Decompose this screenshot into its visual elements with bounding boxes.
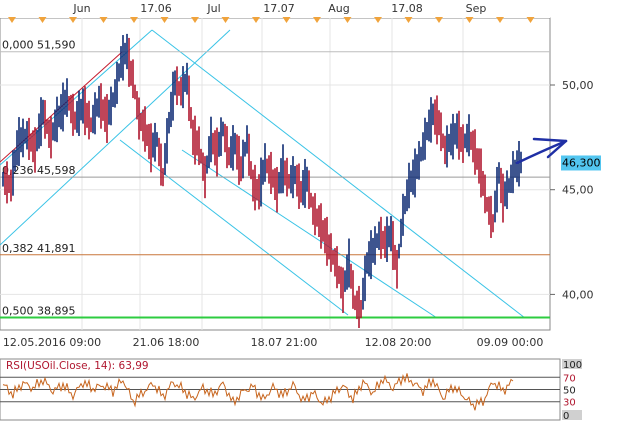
top-axis-label: Jul — [206, 2, 220, 15]
price-axis: 50,00 45,00 40,00 — [550, 79, 594, 301]
period-marker-triangle — [191, 17, 199, 23]
rsi-axis-label: 0 — [563, 411, 569, 422]
fibonacci-level-label: 0,500 38,895 — [2, 305, 75, 318]
period-marker-triangle — [465, 17, 474, 23]
period-marker-triangle — [282, 17, 291, 23]
rsi-series — [2, 373, 514, 411]
arrow-annotation — [515, 137, 568, 165]
rsi-axis-label: 50 — [563, 386, 576, 397]
period-marker-triangle — [313, 17, 321, 23]
top-axis-label: Jun — [72, 2, 90, 15]
rsi-axis-label: 100 — [563, 360, 582, 371]
period-marker-triangle — [38, 17, 47, 23]
current-price-box — [561, 155, 601, 171]
top-axis-labels: Jun 17.06 Jul 17.07 Aug 17.08 Sep — [8, 2, 535, 23]
period-marker-triangle — [404, 17, 413, 23]
period-marker-triangle — [496, 17, 504, 23]
y-axis-label: 50,00 — [562, 79, 594, 92]
top-axis-label: Sep — [466, 2, 487, 15]
period-marker-triangle — [221, 17, 230, 23]
period-marker-triangle — [343, 17, 352, 23]
grid-lines — [0, 18, 550, 330]
top-axis-label: 17.06 — [140, 2, 172, 15]
bottom-time-axis: 12.05.2016 09:00 21.06 18:00 18.07 21:00 12… — [3, 336, 543, 349]
arrow-head — [532, 137, 568, 159]
period-marker-triangle — [374, 17, 382, 23]
y-axis-label: 45,00 — [562, 184, 594, 197]
rsi-title: RSI(USOil.Close, 14): 63,99 — [6, 360, 149, 372]
period-marker-triangle — [8, 17, 16, 23]
period-marker-triangle — [252, 17, 260, 23]
period-marker-triangle — [160, 17, 169, 23]
rsi-axis-label: 30 — [563, 398, 576, 409]
rsi-line — [2, 373, 514, 411]
current-price-label: 46,300 — [562, 156, 601, 169]
fibonacci-levels: 0,000 51,590 0,236 45,598 0,382 41,891 0,50… — [0, 39, 550, 319]
rsi-axis-label: 70 — [563, 373, 576, 384]
bottom-axis-label: 12.08 20:00 — [365, 336, 432, 349]
bottom-axis-label: 21.06 18:00 — [133, 336, 200, 349]
fibonacci-level-label: 0,382 41,891 — [2, 242, 75, 255]
bottom-axis-label: 09.09 00:00 — [477, 336, 544, 349]
channel-line — [0, 29, 231, 246]
period-marker-triangle — [99, 17, 108, 23]
top-time-axis — [0, 0, 550, 18]
fibonacci-level-label: 0,236 45,598 — [2, 164, 75, 177]
period-marker-triangle — [69, 17, 77, 23]
current-price-marker: 46,300 — [561, 155, 601, 171]
bottom-axis-label: 12.05.2016 09:00 — [3, 336, 101, 349]
y-axis-label: 40,00 — [562, 288, 594, 301]
top-axis-label: 17.07 — [263, 2, 295, 15]
channel-line — [151, 29, 526, 319]
channel-line — [181, 149, 438, 319]
period-marker-triangle — [435, 17, 443, 23]
period-marker-triangle — [130, 17, 138, 23]
top-axis-label: 17.08 — [391, 2, 423, 15]
price-series — [2, 33, 522, 329]
rsi-axis-bound-box — [562, 359, 582, 369]
fibonacci-level-label: 0,000 51,590 — [2, 39, 75, 52]
bottom-axis-label: 18.07 21:00 — [251, 336, 318, 349]
arrow-shaft — [515, 139, 568, 165]
channel-line — [119, 139, 349, 316]
rsi-axis-bound-box — [562, 410, 582, 420]
period-marker-triangle — [526, 17, 535, 23]
top-axis-label: Aug — [328, 2, 349, 15]
